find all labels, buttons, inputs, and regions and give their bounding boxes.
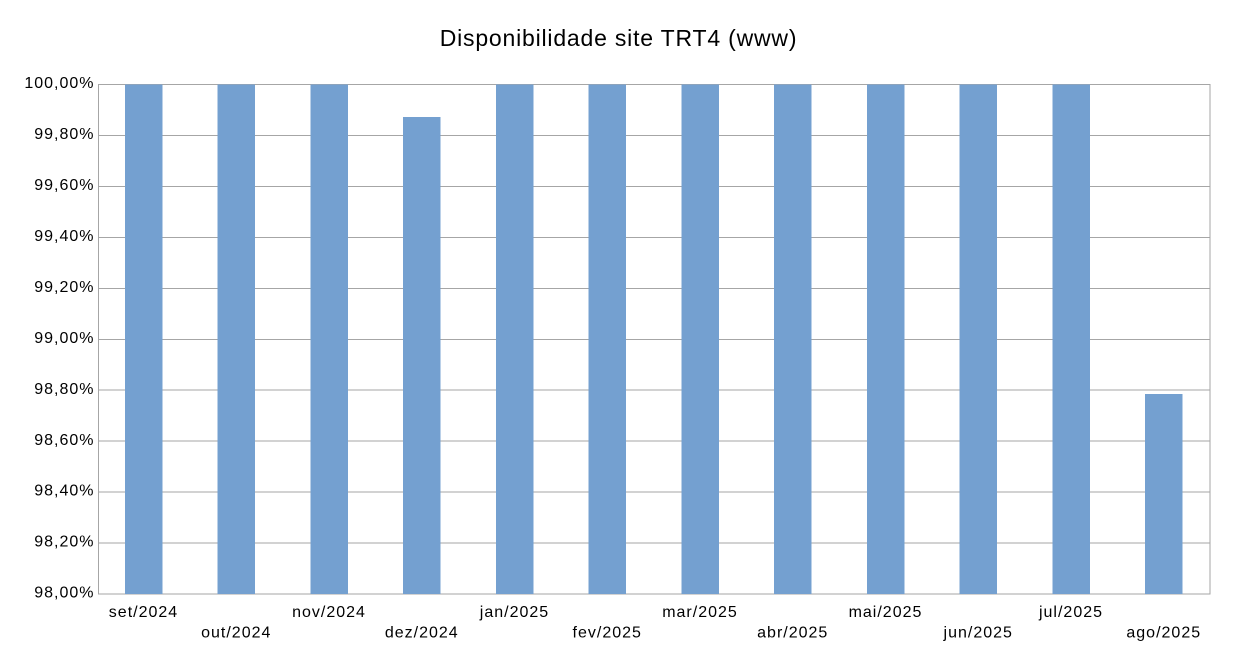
svg-text:set/2024: set/2024 (109, 604, 178, 621)
svg-text:100,00%: 100,00% (24, 75, 94, 92)
svg-text:99,00%: 99,00% (34, 330, 94, 347)
svg-text:out/2024: out/2024 (201, 624, 271, 641)
svg-text:99,20%: 99,20% (34, 279, 94, 296)
svg-text:99,40%: 99,40% (34, 228, 94, 245)
svg-text:99,80%: 99,80% (34, 126, 94, 143)
svg-text:Disponibilidade site TRT4 (www: Disponibilidade site TRT4 (www) (440, 25, 798, 51)
svg-text:98,80%: 98,80% (34, 381, 94, 398)
svg-text:abr/2025: abr/2025 (757, 624, 828, 641)
svg-text:98,00%: 98,00% (34, 585, 94, 602)
svg-text:jul/2025: jul/2025 (1038, 604, 1103, 621)
svg-text:mar/2025: mar/2025 (662, 604, 738, 621)
svg-text:ago/2025: ago/2025 (1126, 624, 1201, 641)
svg-text:fev/2025: fev/2025 (573, 624, 642, 641)
svg-text:mai/2025: mai/2025 (849, 604, 923, 621)
svg-text:nov/2024: nov/2024 (292, 604, 366, 621)
svg-text:dez/2024: dez/2024 (385, 624, 459, 641)
svg-text:98,20%: 98,20% (34, 534, 94, 551)
svg-text:98,60%: 98,60% (34, 432, 94, 449)
svg-text:98,40%: 98,40% (34, 483, 94, 500)
svg-text:jan/2025: jan/2025 (479, 604, 549, 621)
svg-text:jun/2025: jun/2025 (943, 624, 1013, 641)
svg-text:99,60%: 99,60% (34, 177, 94, 194)
